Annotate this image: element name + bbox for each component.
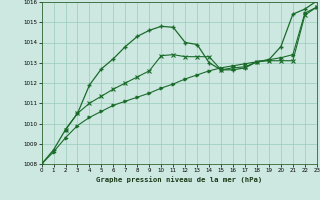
X-axis label: Graphe pression niveau de la mer (hPa): Graphe pression niveau de la mer (hPa) [96, 176, 262, 183]
